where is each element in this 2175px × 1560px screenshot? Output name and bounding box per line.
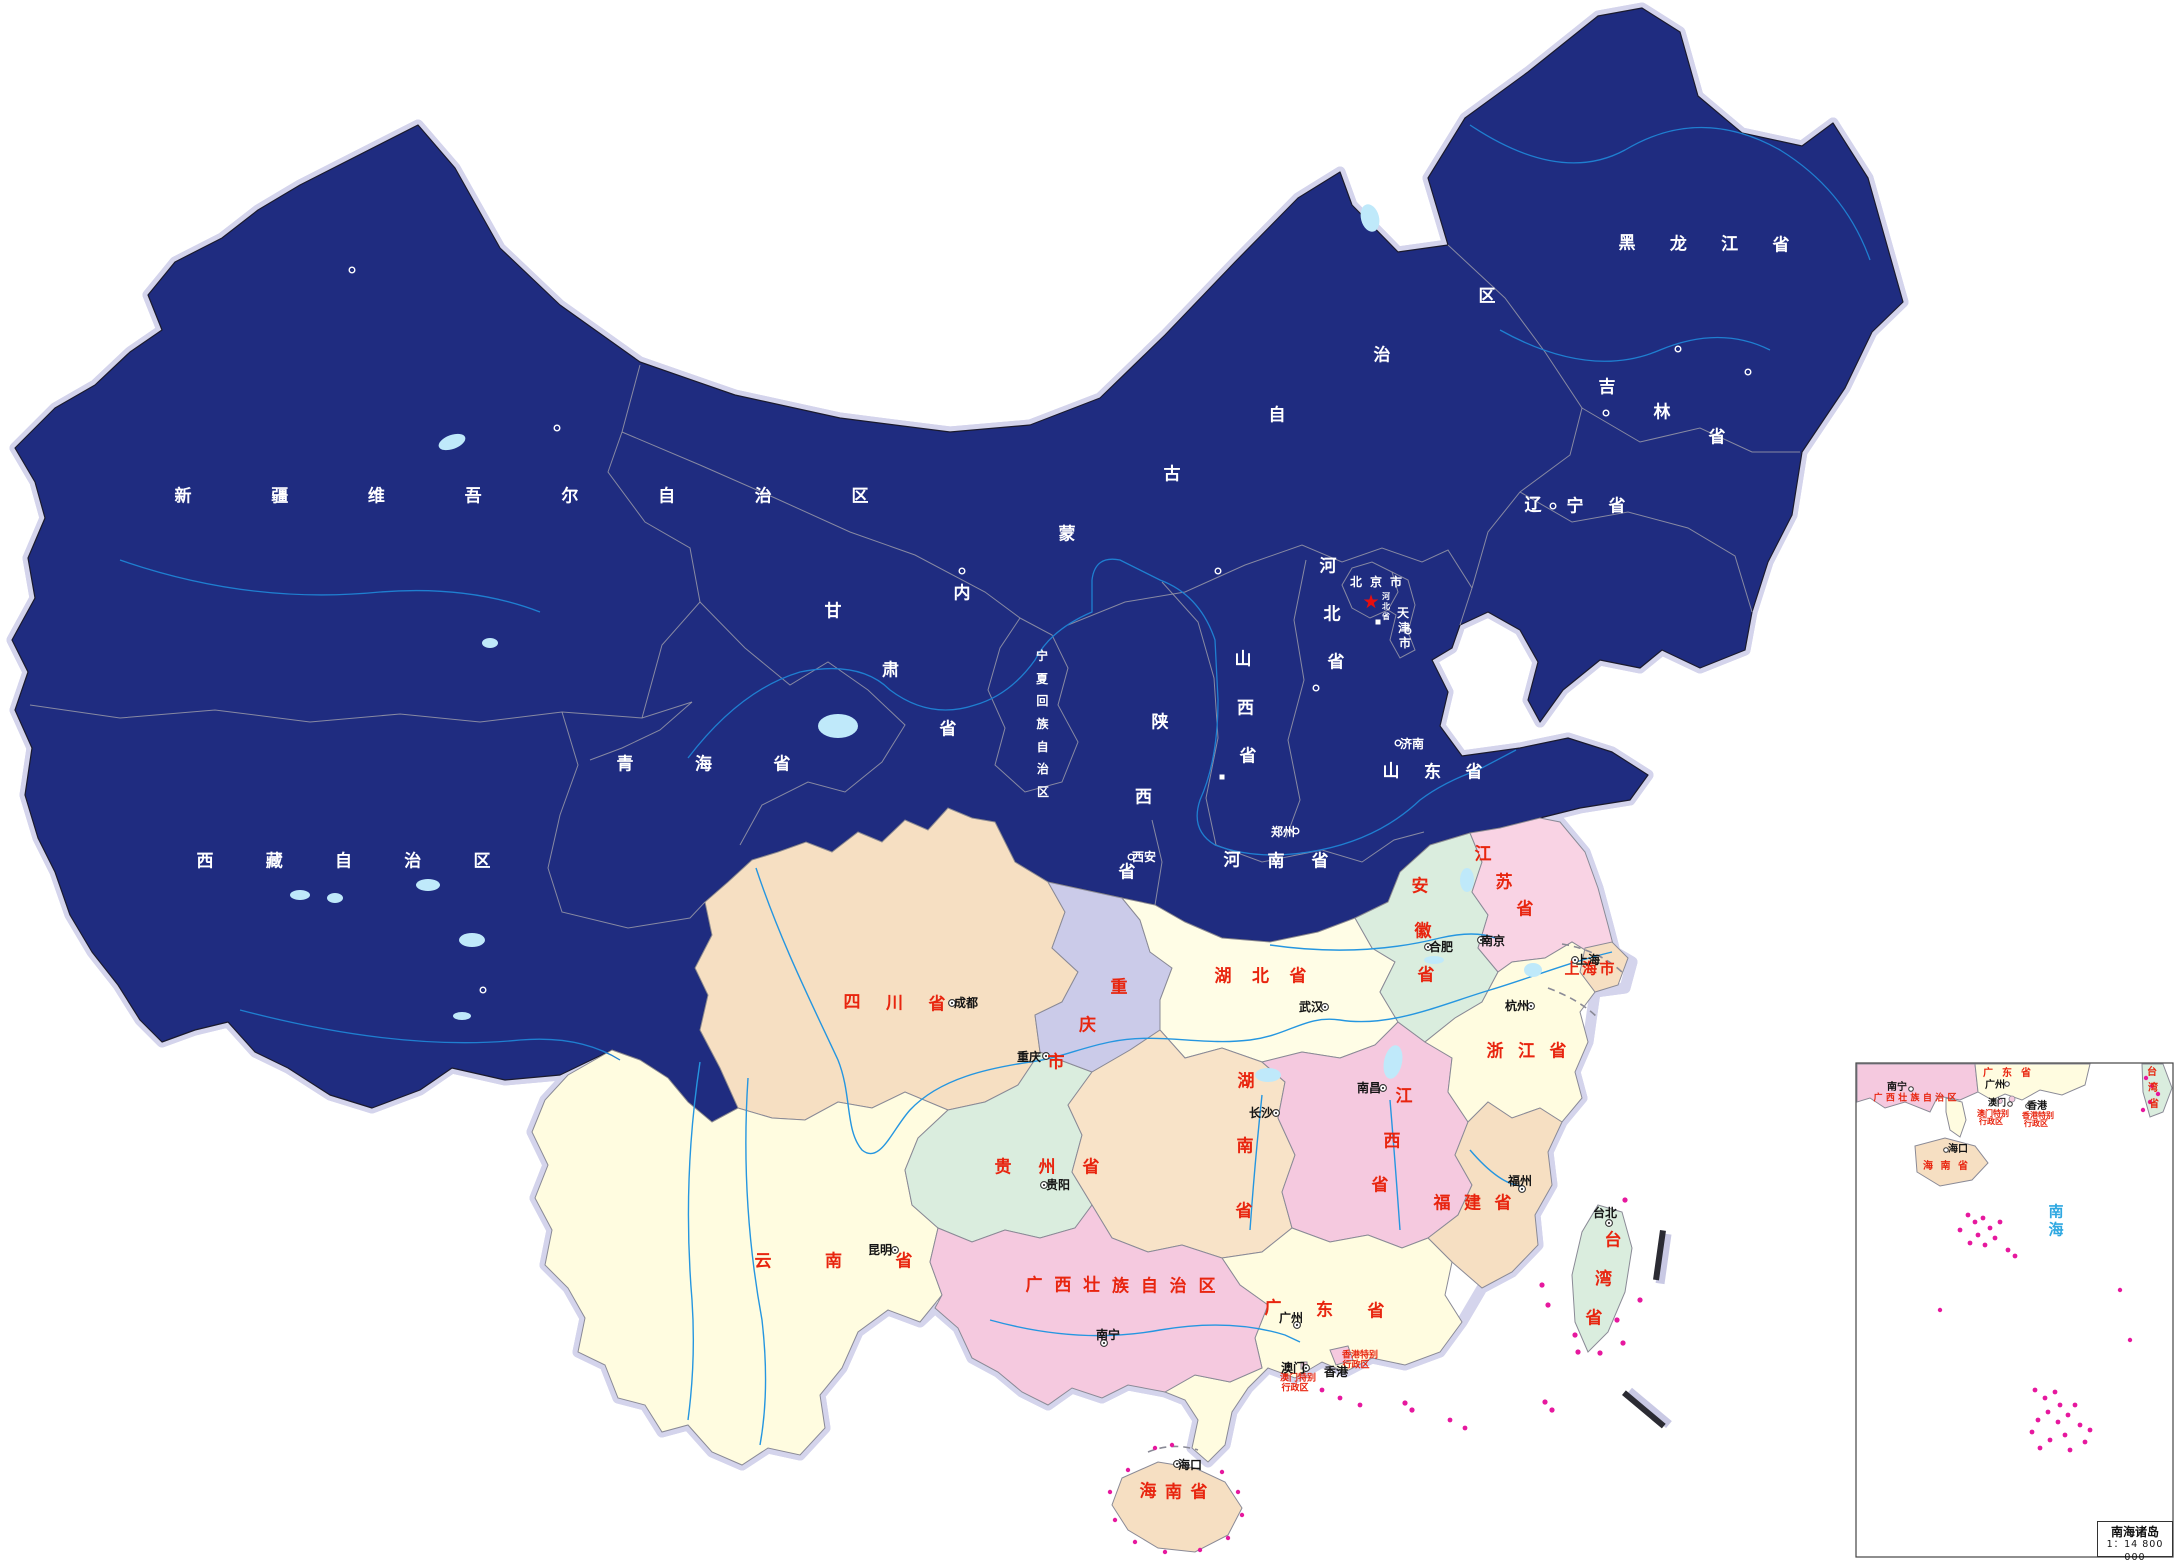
marker-cap (1100, 1339, 1108, 1347)
marker-ring (553, 424, 561, 432)
southern-provinces (531, 807, 1633, 1553)
marker-cap (948, 999, 956, 1007)
inset-south-china-sea (1855, 1062, 2174, 1558)
marker-ring (1312, 684, 1320, 692)
inset-caption-title: 南海诸岛 (2110, 1525, 2159, 1539)
marker-ring (1214, 567, 1222, 575)
rivers (119, 124, 1871, 1446)
marker-ring (348, 266, 356, 274)
inset-caption-scale: 1：14 800 000 (2106, 1539, 2164, 1560)
marker-ring (1127, 853, 1135, 861)
marker-dot (2025, 1103, 2031, 1109)
marker-cap (1042, 1052, 1050, 1060)
city-markers: ★ (348, 266, 2031, 1468)
province-guangxi[interactable] (929, 1204, 1269, 1406)
marker-cap (891, 1246, 899, 1254)
marker-ring (1549, 502, 1557, 510)
islands (1107, 1075, 2161, 1555)
marker-ring (1394, 739, 1402, 747)
province-hainan[interactable] (1111, 1461, 1243, 1553)
marker-cap (1272, 1109, 1280, 1117)
lakes (290, 204, 1542, 1082)
province-jiangxi[interactable] (1260, 1021, 1473, 1249)
marker-ring (1404, 627, 1412, 635)
inset-caption: 南海诸岛 1：14 800 000 (2097, 1521, 2173, 1560)
dark-region-borders (29, 244, 1800, 929)
marker-dot (2004, 1081, 2010, 1087)
marker-sq (1219, 774, 1225, 780)
marker-ring (1744, 368, 1752, 376)
marker-cap (1173, 1460, 1181, 1468)
marker-cap (1424, 943, 1432, 951)
marker-dot (1943, 1147, 1949, 1153)
marker-cap (1321, 1003, 1329, 1011)
inset-hainan[interactable] (1914, 1137, 1989, 1187)
marker-ring (1674, 345, 1682, 353)
marker-cap (1518, 1185, 1526, 1193)
marker-sq (1375, 619, 1381, 625)
marker-ring (479, 986, 487, 994)
marker-dot (2007, 1101, 2013, 1107)
marker-star: ★ (1362, 591, 1379, 613)
marker-cap (1477, 936, 1485, 944)
inset-leizhou[interactable] (1945, 1097, 1967, 1138)
marker-cap (1571, 956, 1579, 964)
province-yunnan[interactable] (531, 1049, 949, 1466)
marker-cap (1293, 1321, 1301, 1329)
inset-guangdong[interactable] (1974, 1063, 2091, 1101)
marker-cap (1527, 1002, 1535, 1010)
marker-ring (1602, 409, 1610, 417)
svg-text:★: ★ (1362, 591, 1379, 613)
marker-cap (1605, 1219, 1613, 1227)
region-hongkong[interactable] (1329, 1345, 1354, 1366)
province-fujian[interactable] (1427, 1101, 1563, 1289)
province-shanghai[interactable] (1579, 941, 1629, 993)
marker-cap (1379, 1084, 1387, 1092)
marker-cap (1040, 1181, 1048, 1189)
marker-dot (1908, 1086, 1914, 1092)
marker-ring (1292, 827, 1300, 835)
marker-cap (1302, 1364, 1310, 1372)
marker-ring (958, 567, 966, 575)
province-taiwan[interactable] (1571, 1204, 1633, 1353)
